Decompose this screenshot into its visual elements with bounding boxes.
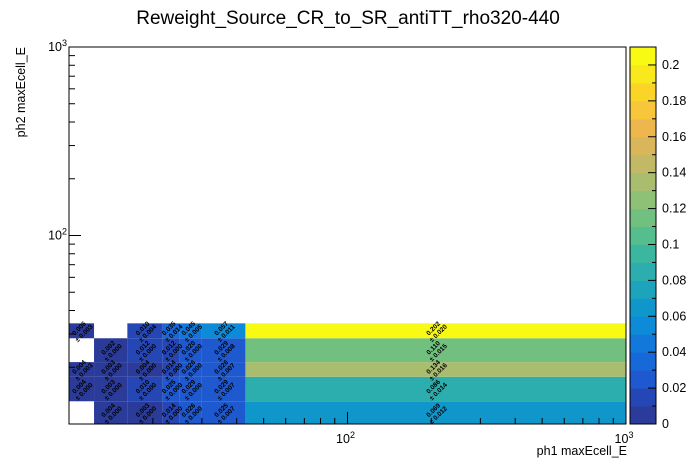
colorbar-segment xyxy=(630,388,656,407)
heatmap-cell xyxy=(201,376,246,402)
heatmap-cell xyxy=(179,323,202,339)
heatmap-cell xyxy=(69,362,95,377)
colorbar-tick-label: 0.2 xyxy=(662,58,679,72)
colorbar-tick-label: 0.1 xyxy=(662,237,679,251)
colorbar-tick-label: 0.16 xyxy=(662,130,686,144)
heatmap-cell xyxy=(179,401,202,424)
x-tick-label: 102 xyxy=(336,430,355,446)
colorbar-tick-label: 0.02 xyxy=(662,381,686,395)
colorbar-frame xyxy=(629,46,657,425)
heatmap-cell xyxy=(245,323,626,339)
colorbar-segment xyxy=(630,262,656,281)
heatmap-cells xyxy=(69,323,626,424)
colorbar-tick-label: 0.08 xyxy=(662,273,686,287)
colorbar-segment xyxy=(630,244,656,263)
y-tick-label: 102 xyxy=(48,227,67,243)
axes-ticks: 102 103 102 103 xyxy=(48,38,633,446)
heatmap-cell xyxy=(127,401,163,424)
x-axis-label: ph1 maxEcell_E xyxy=(537,444,627,458)
colorbar-segment xyxy=(630,370,656,389)
colorbar-segment xyxy=(630,190,656,210)
colorbar-segment xyxy=(630,100,656,120)
colorbar-segment xyxy=(630,82,656,102)
colorbar-segment xyxy=(630,47,656,66)
heatmap-cell xyxy=(94,362,128,377)
heatmap-cell xyxy=(127,362,163,377)
colorbar-segment xyxy=(630,208,656,228)
colorbar-segment xyxy=(630,406,656,425)
heatmap-cell xyxy=(245,362,626,377)
heatmap-cell xyxy=(162,338,180,363)
colorbar-tick-label: 0.04 xyxy=(662,345,686,359)
heatmap-cell xyxy=(127,338,163,363)
heatmap-cell xyxy=(162,376,180,402)
colorbar-segment xyxy=(630,352,656,371)
heatmap-cell xyxy=(69,376,95,402)
colorbar-segment xyxy=(630,118,656,138)
colorbar-segment xyxy=(630,172,656,192)
heatmap-cell xyxy=(179,376,202,402)
colorbar-segment xyxy=(630,154,656,174)
heatmap-cell xyxy=(201,401,246,424)
colorbar-tick-label: 0.12 xyxy=(662,202,686,216)
colorbar-segment xyxy=(630,334,656,353)
heatmap-cell xyxy=(201,362,246,377)
heatmap-cell xyxy=(162,362,180,377)
colorbar-segment xyxy=(630,316,656,335)
heatmap-cell xyxy=(245,338,626,363)
heatmap-cell xyxy=(94,338,128,363)
colorbar-segment xyxy=(630,226,656,245)
heatmap-cell xyxy=(245,401,626,424)
x-tick-label: 103 xyxy=(615,430,634,446)
y-tick-label: 103 xyxy=(48,38,67,54)
colorbar-segment xyxy=(630,280,656,299)
heatmap-cell xyxy=(201,338,246,363)
heatmap-cell xyxy=(127,323,163,339)
heatmap-cell xyxy=(179,362,202,377)
y-axis-label: ph2 maxEcell_E xyxy=(14,47,28,137)
colorbar-tick-label: 0 xyxy=(662,417,669,431)
colorbar-tick-label: 0.06 xyxy=(662,309,686,323)
heatmap-cell xyxy=(179,338,202,363)
heatmap-cell xyxy=(162,323,180,339)
heatmap-cell xyxy=(245,376,626,402)
heatmap-cell xyxy=(162,401,180,424)
chart-title: Reweight_Source_CR_to_SR_antiTT_rho320-4… xyxy=(136,8,560,29)
colorbar-tick-label: 0.18 xyxy=(662,94,686,108)
heatmap-cell xyxy=(94,376,128,402)
heatmap-cell xyxy=(94,401,128,424)
heatmap-cell xyxy=(69,323,95,339)
colorbar: 0 0.02 0.04 0.06 0.08 0.1 0.12 0.14 0.16 0.18 0.2 xyxy=(629,46,686,431)
colorbar-tick-label: 0.14 xyxy=(662,166,686,180)
colorbar-segment xyxy=(630,136,656,156)
colorbar-segment xyxy=(630,298,656,317)
heatmap-cell xyxy=(201,323,246,339)
heatmap-cell xyxy=(127,376,163,402)
colorbar-segment xyxy=(630,64,656,84)
